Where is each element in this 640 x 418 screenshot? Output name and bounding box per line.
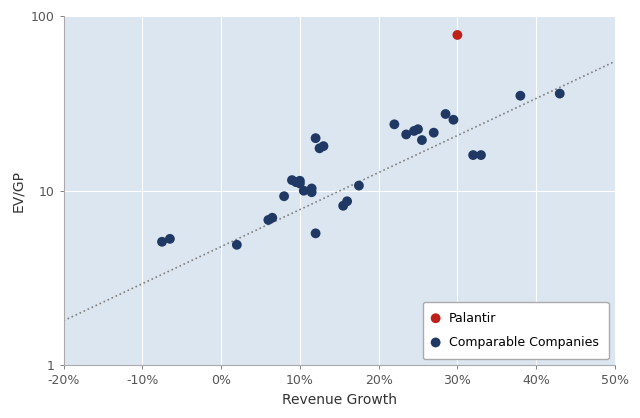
- Comparable Companies: [409, 127, 419, 134]
- Comparable Companies: [157, 238, 167, 245]
- Comparable Companies: [354, 182, 364, 189]
- Comparable Companies: [468, 152, 478, 158]
- Comparable Companies: [287, 177, 297, 184]
- Comparable Companies: [232, 242, 242, 248]
- Comparable Companies: [314, 145, 324, 152]
- X-axis label: Revenue Growth: Revenue Growth: [282, 393, 397, 407]
- Comparable Companies: [267, 214, 277, 221]
- Comparable Companies: [448, 116, 458, 123]
- Comparable Companies: [555, 90, 565, 97]
- Comparable Companies: [295, 180, 305, 187]
- Comparable Companies: [310, 135, 321, 142]
- Comparable Companies: [263, 217, 273, 223]
- Comparable Companies: [279, 193, 289, 199]
- Comparable Companies: [440, 111, 451, 117]
- Comparable Companies: [164, 235, 175, 242]
- Y-axis label: EV/GP: EV/GP: [11, 170, 25, 212]
- Comparable Companies: [307, 189, 317, 196]
- Palantir: [452, 32, 463, 38]
- Comparable Companies: [295, 177, 305, 184]
- Comparable Companies: [413, 126, 423, 133]
- Comparable Companies: [310, 230, 321, 237]
- Comparable Companies: [342, 198, 352, 205]
- Legend: Palantir, Comparable Companies: Palantir, Comparable Companies: [422, 302, 609, 359]
- Comparable Companies: [389, 121, 399, 127]
- Comparable Companies: [299, 187, 309, 194]
- Comparable Companies: [338, 202, 348, 209]
- Comparable Companies: [476, 152, 486, 158]
- Comparable Companies: [401, 131, 412, 138]
- Comparable Companies: [417, 137, 427, 143]
- Comparable Companies: [307, 185, 317, 192]
- Comparable Companies: [429, 129, 439, 136]
- Comparable Companies: [515, 92, 525, 99]
- Comparable Companies: [318, 143, 328, 150]
- Comparable Companies: [291, 179, 301, 186]
